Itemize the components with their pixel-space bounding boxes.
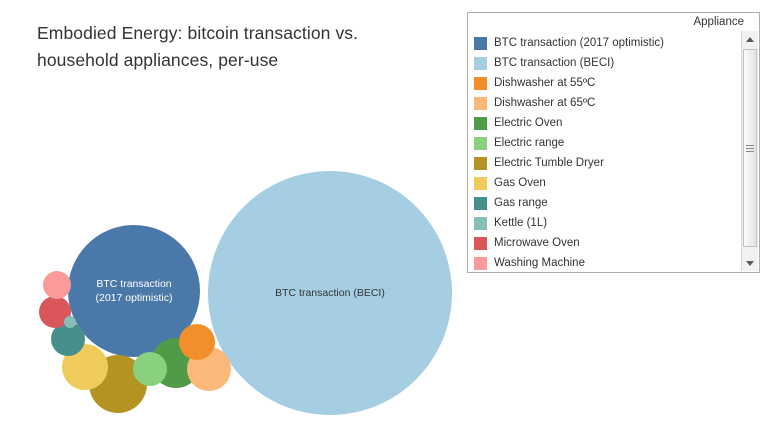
- legend-item-label: BTC transaction (BECI): [494, 56, 615, 69]
- legend-item[interactable]: Kettle (1L): [472, 213, 737, 233]
- bubbles-group: [39, 171, 452, 415]
- triangle-down-icon: [746, 260, 754, 266]
- legend-item[interactable]: Dishwasher at 55ºC: [472, 73, 737, 93]
- scroll-down-button[interactable]: [742, 255, 758, 271]
- legend-item[interactable]: Gas range: [472, 193, 737, 213]
- legend-item[interactable]: BTC transaction (2017 optimistic): [472, 33, 737, 53]
- bubble[interactable]: [208, 171, 452, 415]
- bubble[interactable]: [133, 352, 167, 386]
- legend-item-label: BTC transaction (2017 optimistic): [494, 36, 665, 49]
- legend-item[interactable]: Gas Oven: [472, 173, 737, 193]
- legend-panel[interactable]: Appliance BTC transaction (2017 optimist…: [467, 12, 760, 273]
- legend-item-label: Microwave Oven: [494, 236, 580, 249]
- legend-color-swatch: [474, 76, 487, 90]
- legend-scrollbar[interactable]: [741, 31, 758, 271]
- legend-item[interactable]: Electric range: [472, 133, 737, 153]
- legend-color-swatch: [474, 176, 487, 190]
- bubble[interactable]: [179, 324, 215, 360]
- legend-item[interactable]: Microwave Oven: [472, 233, 737, 253]
- scrollbar-track[interactable]: [742, 47, 758, 255]
- legend-color-swatch: [474, 36, 487, 50]
- legend-item-label: Washing Machine: [494, 256, 585, 269]
- bubble[interactable]: [51, 322, 85, 356]
- bubble[interactable]: [43, 271, 71, 299]
- bubble[interactable]: [64, 316, 76, 328]
- legend-color-swatch: [474, 56, 487, 70]
- legend-item[interactable]: Dishwasher at 65ºC: [472, 93, 737, 113]
- bubble-chart-plot-area[interactable]: BTC transaction (BECI) BTC transaction (20…: [0, 100, 470, 427]
- bubble[interactable]: [68, 225, 200, 357]
- legend-item-label: Gas range: [494, 196, 548, 209]
- legend-item-label: Electric Tumble Dryer: [494, 156, 604, 169]
- legend-item-label: Kettle (1L): [494, 216, 548, 229]
- legend-color-swatch: [474, 216, 487, 230]
- bubble[interactable]: [39, 296, 71, 328]
- bubble[interactable]: [62, 344, 108, 390]
- legend-item[interactable]: BTC transaction (BECI): [472, 53, 737, 73]
- bubble-chart-svg: BTC transaction (BECI)BTC transaction(20…: [39, 171, 452, 415]
- legend-item-label: Gas Oven: [494, 176, 546, 189]
- legend-color-swatch: [474, 116, 487, 130]
- legend-item-label: Dishwasher at 65ºC: [494, 96, 596, 109]
- grip-lines-icon: [746, 144, 754, 152]
- legend-color-swatch: [474, 256, 487, 270]
- page-title: Embodied Energy: bitcoin transaction vs.…: [37, 23, 359, 70]
- legend-item-label: Electric range: [494, 136, 565, 149]
- legend-item[interactable]: Washing Machine: [472, 253, 737, 270]
- legend-item-label: Electric Oven: [494, 116, 563, 129]
- legend-header: Appliance: [693, 16, 744, 28]
- legend-color-swatch: [474, 156, 487, 170]
- legend-item[interactable]: Electric Oven: [472, 113, 737, 133]
- legend-item-label: Dishwasher at 55ºC: [494, 76, 596, 89]
- scroll-up-button[interactable]: [742, 31, 758, 47]
- legend-color-swatch: [474, 196, 487, 210]
- legend-item-list[interactable]: BTC transaction (2017 optimistic) BTC tra…: [472, 33, 737, 270]
- legend-color-swatch: [474, 136, 487, 150]
- legend-color-swatch: [474, 96, 487, 110]
- triangle-up-icon: [746, 36, 754, 42]
- scrollbar-thumb[interactable]: [743, 49, 757, 247]
- legend-item[interactable]: Electric Tumble Dryer: [472, 153, 737, 173]
- legend-color-swatch: [474, 236, 487, 250]
